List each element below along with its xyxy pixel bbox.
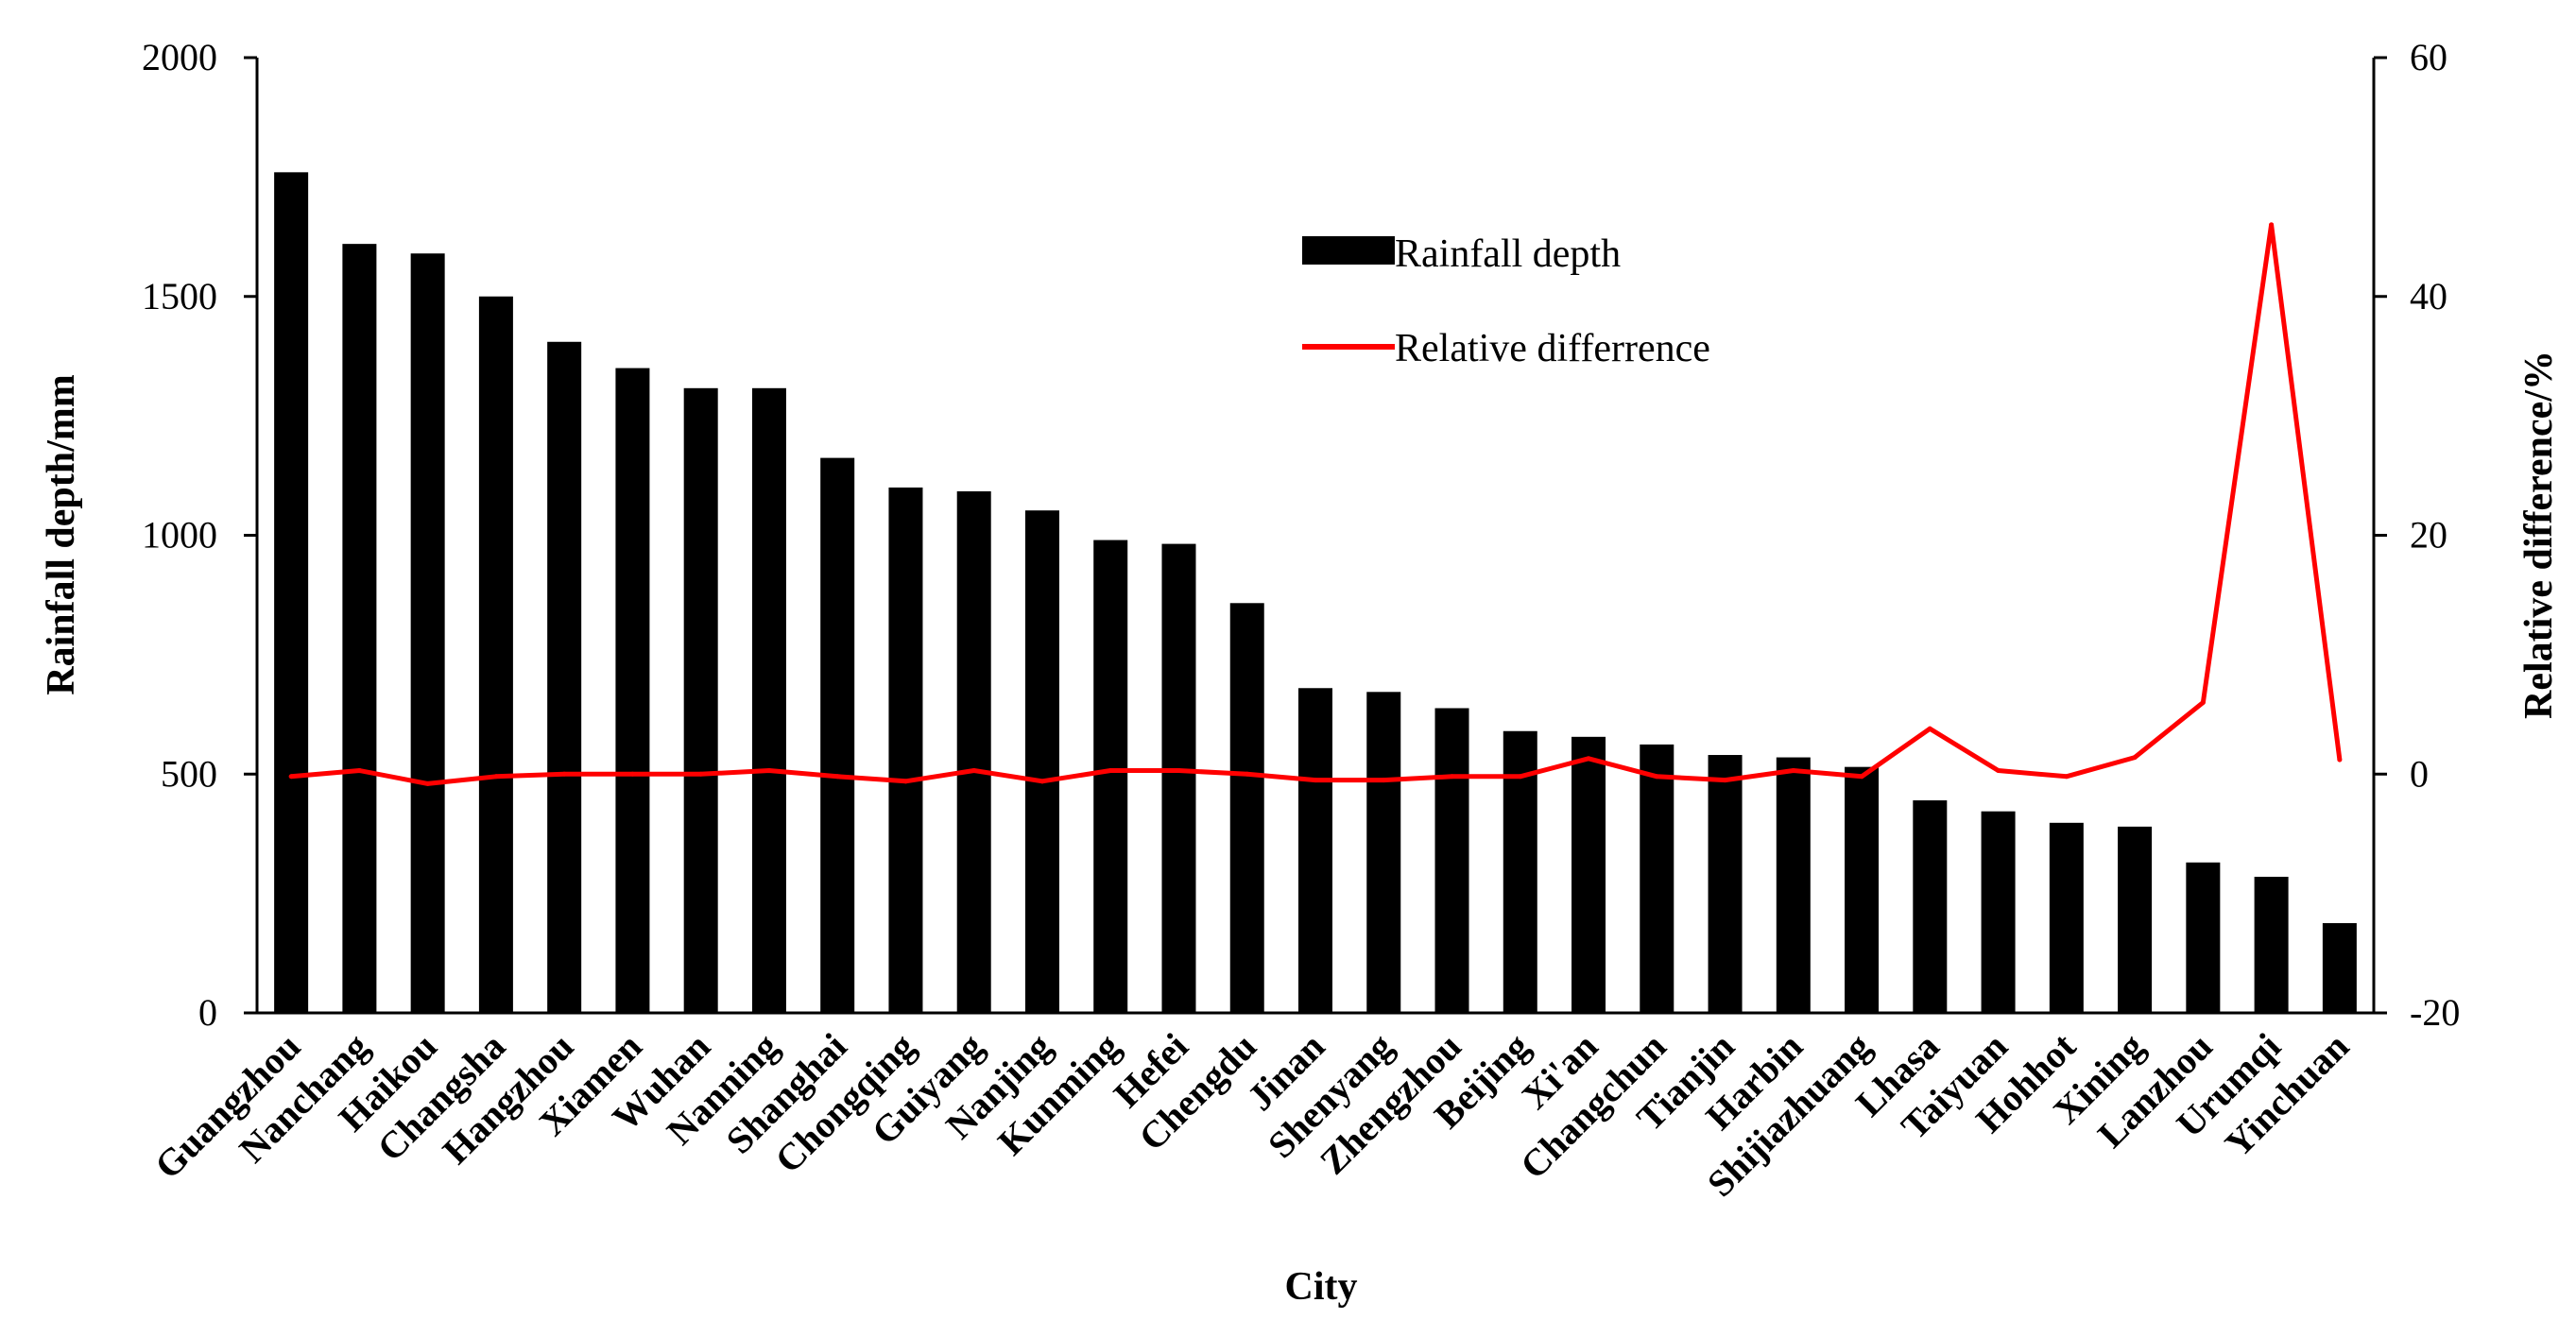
bar: [342, 244, 377, 1013]
y2-tick-label: -20: [2410, 991, 2460, 1034]
line-point: [766, 767, 772, 773]
line-point: [2064, 774, 2069, 780]
line-point: [629, 771, 635, 777]
y2-tick-label: 40: [2410, 275, 2447, 317]
bar: [1298, 688, 1332, 1013]
y2-tick-label: 20: [2410, 514, 2447, 557]
bar: [1161, 543, 1196, 1013]
line-point: [834, 774, 840, 780]
line-point: [1586, 756, 1591, 762]
line-layer: [288, 222, 2343, 786]
bar: [1093, 540, 1128, 1013]
line-point: [2132, 755, 2138, 761]
legend-label-relative: Relative differrence: [1395, 327, 1710, 370]
bar: [956, 490, 991, 1013]
bars-layer: [274, 172, 2357, 1014]
line-point: [1791, 767, 1796, 773]
legend: Rainfall depth Relative differrence: [1302, 232, 1710, 370]
legend-label-rainfall: Rainfall depth: [1395, 232, 1621, 276]
y-tick-label: 500: [161, 752, 217, 795]
bar: [615, 368, 650, 1013]
y-axis-title: Rainfall depth/mm: [40, 374, 83, 695]
bar: [1024, 510, 1059, 1013]
line-point: [1518, 774, 1523, 780]
x-axis-title: City: [1285, 1265, 1358, 1309]
line-point: [356, 767, 362, 773]
line-point: [1176, 767, 1181, 773]
line-point: [2269, 222, 2275, 228]
line-point: [1245, 771, 1250, 777]
bar: [2118, 826, 2153, 1013]
bar: [683, 387, 718, 1013]
bar: [2049, 822, 2084, 1013]
line-point: [1927, 726, 1932, 731]
bar: [1708, 755, 1743, 1013]
bar: [1981, 811, 2016, 1013]
line-point: [1654, 774, 1659, 780]
bar: [1913, 800, 1948, 1013]
bar: [1640, 744, 1674, 1013]
line-point: [2200, 699, 2206, 705]
line-point: [1996, 767, 2001, 773]
line-point: [2337, 757, 2343, 763]
bar: [1571, 736, 1606, 1013]
line-point: [698, 771, 704, 777]
bar: [888, 487, 923, 1013]
line-point: [1450, 774, 1455, 780]
line-point: [971, 767, 977, 773]
line-point: [561, 771, 567, 777]
bar: [410, 253, 445, 1013]
y-tick-label: 0: [198, 991, 217, 1034]
line-point: [1108, 767, 1113, 773]
bar: [1434, 708, 1469, 1013]
line-point: [493, 774, 499, 780]
bar: [1776, 757, 1811, 1013]
bar: [1366, 692, 1401, 1013]
bar: [2186, 862, 2221, 1013]
bar: [547, 341, 582, 1014]
y-tick-label: 1500: [142, 275, 217, 317]
line-point: [1313, 778, 1318, 783]
line-point: [1859, 774, 1864, 780]
line-point: [1381, 778, 1386, 783]
bar: [478, 296, 513, 1013]
bar: [274, 172, 309, 1013]
bar: [2254, 876, 2289, 1013]
line-point: [902, 779, 908, 784]
line-point: [425, 780, 431, 786]
y-tick-label: 2000: [142, 36, 217, 78]
y2-tick-label: 60: [2410, 36, 2447, 78]
y2-tick-label: 0: [2410, 752, 2429, 795]
y2-axis-title: Relative difference/%: [2517, 351, 2561, 719]
ticks-layer: [244, 56, 2387, 1015]
bar: [1845, 766, 1880, 1013]
bar: [751, 387, 786, 1013]
y-tick-label: 1000: [142, 514, 217, 557]
bar: [2322, 922, 2357, 1013]
bar: [1229, 603, 1264, 1013]
legend-swatch-rainfall: [1302, 236, 1395, 265]
line-point: [1723, 778, 1728, 783]
bar: [820, 457, 855, 1013]
line-point: [288, 774, 294, 780]
line-point: [1039, 779, 1045, 784]
